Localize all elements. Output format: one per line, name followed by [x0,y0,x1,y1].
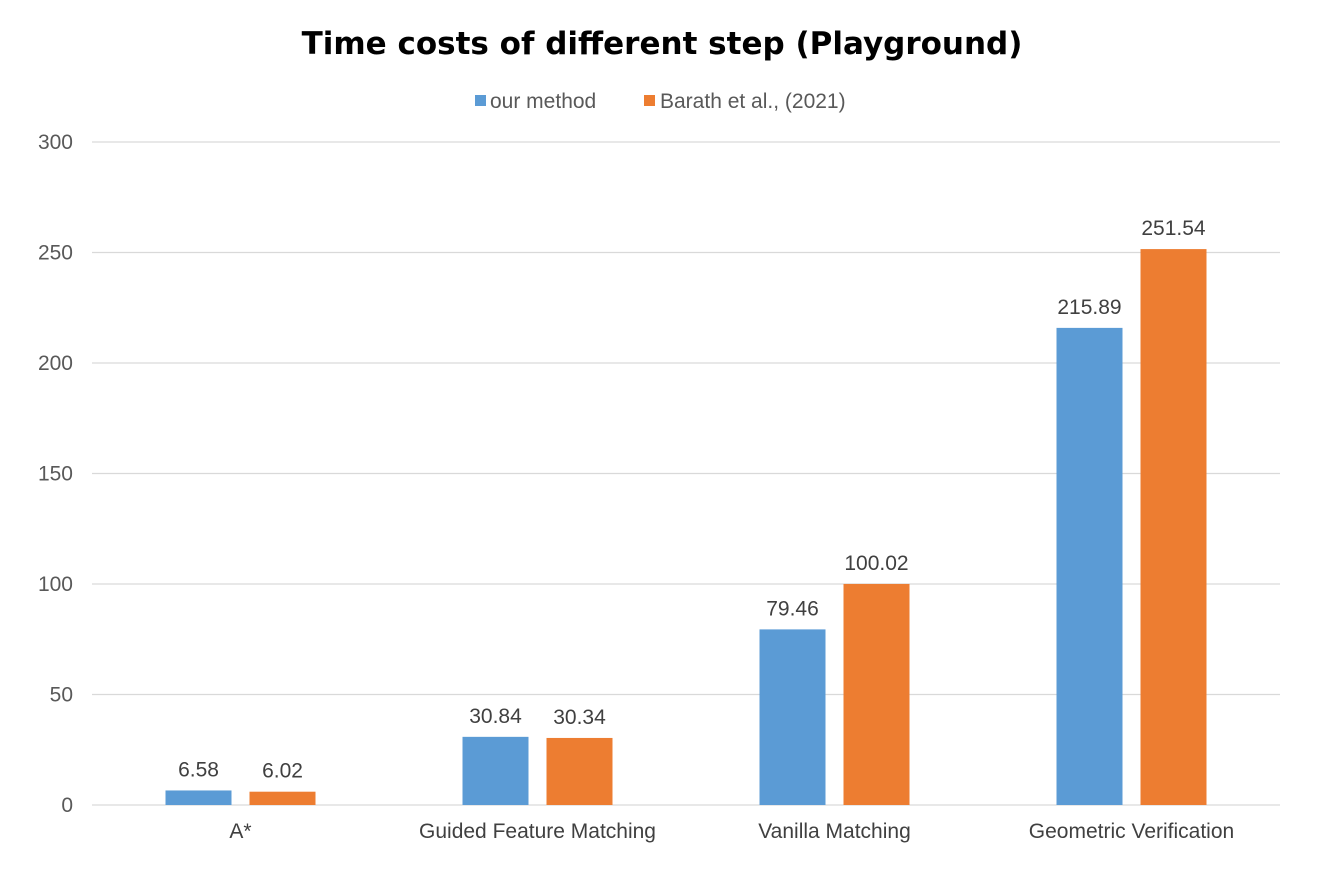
y-tick-label-250: 250 [38,242,73,265]
legend-swatch-barath [644,95,655,106]
y-tick-label-100: 100 [38,573,73,596]
x-category-label-vanilla-matching: Vanilla Matching [758,820,911,843]
legend-label-barath: Barath et al., (2021) [660,90,846,113]
data-label-our-method-guided-feature-matching: 30.84 [469,705,522,728]
legend-label-our-method: our method [490,90,596,113]
bar-barath-et-al-2021-geometric-verification [1140,249,1207,805]
bar-barath-et-al-2021-a [249,791,316,805]
bar-our-method-guided-feature-matching [462,736,529,805]
legend: our method Barath et al., (2021) [475,90,846,113]
y-tick-label-150: 150 [38,463,73,486]
legend-swatch-our-method [475,95,486,106]
bar-barath-et-al-2021-vanilla-matching [843,583,910,805]
x-category-label-guided-feature-matching: Guided Feature Matching [419,820,656,843]
x-category-label-a: A* [229,820,251,843]
data-label-barath-et-al-2021-geometric-verification: 251.54 [1141,217,1206,240]
y-tick-label-50: 50 [50,684,73,707]
data-label-our-method-vanilla-matching: 79.46 [766,597,819,620]
x-category-label-geometric-verification: Geometric Verification [1029,820,1234,843]
y-tick-label-300: 300 [38,131,73,154]
bar-our-method-vanilla-matching [759,629,826,805]
bar-barath-et-al-2021-guided-feature-matching [546,737,613,805]
y-tick-label-0: 0 [61,794,73,817]
y-tick-label-200: 200 [38,352,73,375]
chart-title: Time costs of different step (Playground… [302,26,1023,62]
y-axis-ticks: 0 50 100 150 200 250 300 [38,131,73,817]
data-label-barath-et-al-2021-a: 6.02 [262,760,303,783]
bar-our-method-geometric-verification [1056,327,1123,805]
data-label-our-method-a: 6.58 [178,758,219,781]
data-labels: 6.58 6.02 30.84 30.34 79.46 100.02 215.89 251.5… [178,217,1206,783]
x-axis-categories: A* Guided Feature Matching Vanilla Matchin… [229,820,1234,843]
bar-our-method-a [165,790,232,805]
data-label-barath-et-al-2021-guided-feature-matching: 30.34 [553,706,606,729]
gridlines [92,141,1280,806]
data-label-barath-et-al-2021-vanilla-matching: 100.02 [844,552,908,575]
bars [165,249,1207,805]
data-label-our-method-geometric-verification: 215.89 [1057,296,1121,319]
